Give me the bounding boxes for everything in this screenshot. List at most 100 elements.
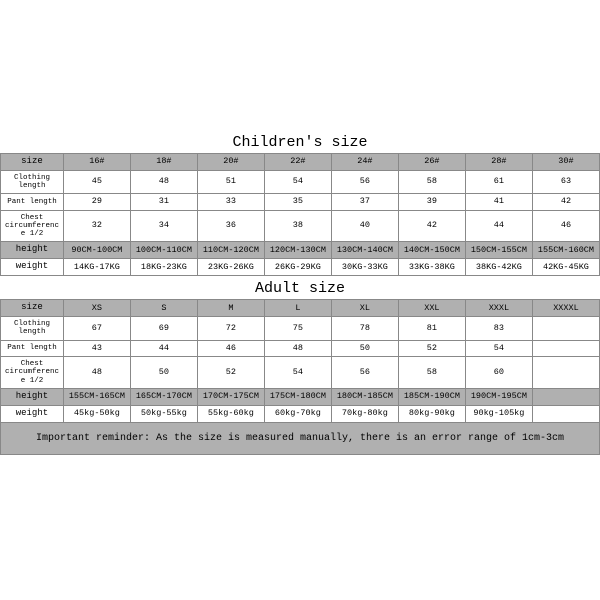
- col-header: 16#: [63, 154, 130, 171]
- row-label: Chest circumference 1/2: [1, 357, 64, 389]
- cell: 90CM-100CM: [63, 242, 130, 259]
- cell: 31: [130, 194, 197, 210]
- cell: 185CM-190CM: [398, 388, 465, 405]
- cell: 58: [398, 170, 465, 194]
- important-reminder: Important reminder: As the size is measu…: [0, 423, 600, 455]
- cell: 42: [532, 194, 599, 210]
- cell: 32: [63, 210, 130, 242]
- cell: 50kg-55kg: [130, 405, 197, 422]
- cell: [532, 357, 599, 389]
- cell: 23KG-26KG: [197, 259, 264, 276]
- cell: 54: [264, 357, 331, 389]
- col-header: 28#: [465, 154, 532, 171]
- cell: 78: [331, 317, 398, 341]
- cell: 60: [465, 357, 532, 389]
- cell: 130CM-140CM: [331, 242, 398, 259]
- cell: 39: [398, 194, 465, 210]
- cell: 150CM-155CM: [465, 242, 532, 259]
- col-header: M: [197, 300, 264, 317]
- cell: 165CM-170CM: [130, 388, 197, 405]
- cell: 155CM-160CM: [532, 242, 599, 259]
- cell: 42KG-45KG: [532, 259, 599, 276]
- col-header: XXXXL: [532, 300, 599, 317]
- col-header: 24#: [331, 154, 398, 171]
- cell: 61: [465, 170, 532, 194]
- table-row: size XS S M L XL XXL XXXL XXXXL: [1, 300, 600, 317]
- row-label: Clothing length: [1, 170, 64, 194]
- col-header: XXL: [398, 300, 465, 317]
- cell: 44: [465, 210, 532, 242]
- cell: 26KG-29KG: [264, 259, 331, 276]
- table-row: weight 14KG-17KG 18KG-23KG 23KG-26KG 26K…: [1, 259, 600, 276]
- cell: 67: [63, 317, 130, 341]
- table-row: weight 45kg-50kg 50kg-55kg 55kg-60kg 60k…: [1, 405, 600, 422]
- col-header: XS: [63, 300, 130, 317]
- cell: 180CM-185CM: [331, 388, 398, 405]
- cell: 38KG-42KG: [465, 259, 532, 276]
- cell: 54: [465, 340, 532, 356]
- adult-size-table: size XS S M L XL XXL XXXL XXXXL Clothing…: [0, 299, 600, 422]
- cell: [532, 388, 599, 405]
- cell: 41: [465, 194, 532, 210]
- cell: 52: [398, 340, 465, 356]
- row-label: height: [1, 242, 64, 259]
- cell: 55kg-60kg: [197, 405, 264, 422]
- cell: 30KG-33KG: [331, 259, 398, 276]
- cell: 80kg-90kg: [398, 405, 465, 422]
- cell: 48: [264, 340, 331, 356]
- adult-title: Adult size: [0, 276, 600, 299]
- row-label: weight: [1, 259, 64, 276]
- cell: 58: [398, 357, 465, 389]
- cell: 50: [130, 357, 197, 389]
- row-label: Pant length: [1, 340, 64, 356]
- cell: 18KG-23KG: [130, 259, 197, 276]
- cell: 120CM-130CM: [264, 242, 331, 259]
- cell: 70kg-80kg: [331, 405, 398, 422]
- table-row: Pant length 43 44 46 48 50 52 54: [1, 340, 600, 356]
- table-row: height 90CM-100CM 100CM-110CM 110CM-120C…: [1, 242, 600, 259]
- cell: 110CM-120CM: [197, 242, 264, 259]
- row-label: Pant length: [1, 194, 64, 210]
- cell: 56: [331, 357, 398, 389]
- cell: 40: [331, 210, 398, 242]
- size-chart-page: Children's size size 16# 18# 20# 22# 24#…: [0, 0, 600, 600]
- col-header: XXXL: [465, 300, 532, 317]
- cell: 45: [63, 170, 130, 194]
- cell: 52: [197, 357, 264, 389]
- cell: 54: [264, 170, 331, 194]
- cell: 48: [63, 357, 130, 389]
- cell: 60kg-70kg: [264, 405, 331, 422]
- cell: 37: [331, 194, 398, 210]
- row-label: size: [1, 154, 64, 171]
- table-row: Clothing length 67 69 72 75 78 81 83: [1, 317, 600, 341]
- table-row: Chest circumference 1/2 48 50 52 54 56 5…: [1, 357, 600, 389]
- cell: 36: [197, 210, 264, 242]
- cell: 45kg-50kg: [63, 405, 130, 422]
- col-header: 26#: [398, 154, 465, 171]
- col-header: 20#: [197, 154, 264, 171]
- cell: 140CM-150CM: [398, 242, 465, 259]
- row-label: height: [1, 388, 64, 405]
- row-label: weight: [1, 405, 64, 422]
- col-header: S: [130, 300, 197, 317]
- cell: 155CM-165CM: [63, 388, 130, 405]
- cell: 170CM-175CM: [197, 388, 264, 405]
- cell: [532, 317, 599, 341]
- cell: 43: [63, 340, 130, 356]
- cell: 72: [197, 317, 264, 341]
- cell: 46: [197, 340, 264, 356]
- table-row: height 155CM-165CM 165CM-170CM 170CM-175…: [1, 388, 600, 405]
- cell: 33KG-38KG: [398, 259, 465, 276]
- cell: 63: [532, 170, 599, 194]
- row-label: Chest circumference 1/2: [1, 210, 64, 242]
- row-label: Clothing length: [1, 317, 64, 341]
- table-row: Pant length 29 31 33 35 37 39 41 42: [1, 194, 600, 210]
- cell: 35: [264, 194, 331, 210]
- children-size-table: size 16# 18# 20# 22# 24# 26# 28# 30# Clo…: [0, 153, 600, 276]
- cell: 29: [63, 194, 130, 210]
- cell: 38: [264, 210, 331, 242]
- cell: 83: [465, 317, 532, 341]
- cell: 69: [130, 317, 197, 341]
- cell: 81: [398, 317, 465, 341]
- cell: 42: [398, 210, 465, 242]
